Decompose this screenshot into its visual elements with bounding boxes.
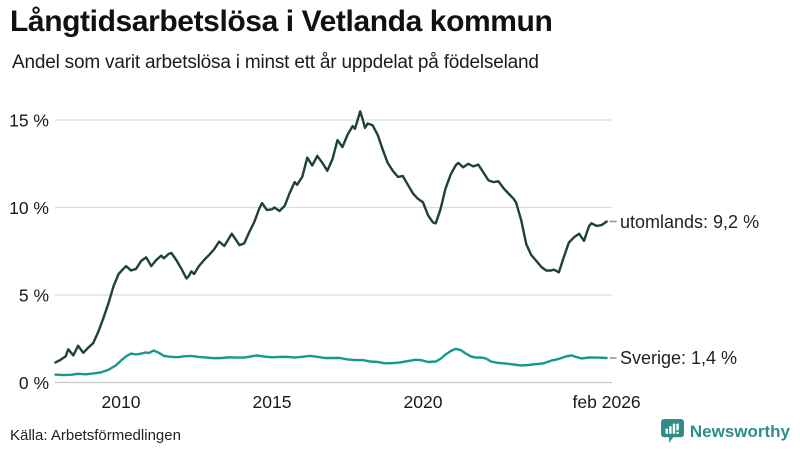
series-end-label-utomlands: utomlands: 9,2 %	[620, 211, 760, 232]
series-line-utomlands	[54, 110, 608, 364]
y-tick-label: 0 %	[19, 373, 49, 393]
chart-subtitle: Andel som varit arbetslösa i minst ett å…	[12, 52, 539, 73]
source-note: Källa: Arbetsförmedlingen	[10, 427, 181, 444]
newsworthy-logo[interactable]: Newsworthy	[660, 419, 790, 444]
chart-title: Långtidsarbetslösa i Vetlanda kommun	[10, 5, 553, 38]
x-tick-label: 2015	[253, 392, 292, 412]
x-tick-label: 2010	[102, 392, 141, 412]
series-end-label-sverige: Sverige: 1,4 %	[620, 348, 738, 368]
y-tick-label: 5 %	[19, 286, 49, 306]
newsworthy-speech-bubble-barchart-icon	[660, 419, 684, 443]
y-tick-label: 10 %	[9, 198, 49, 218]
x-tick-label: 2020	[404, 392, 443, 412]
newsworthy-wordmark: Newsworthy	[689, 421, 790, 441]
series-line-Sverige	[54, 347, 608, 377]
x-tick-label: feb 2026	[573, 392, 641, 412]
y-tick-label: 15 %	[9, 111, 49, 131]
